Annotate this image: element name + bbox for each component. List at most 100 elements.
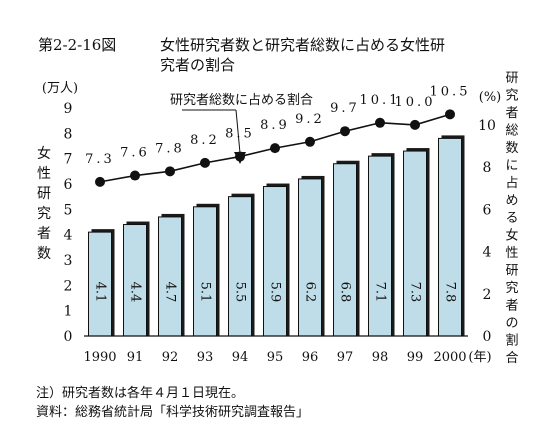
left-tick-label: 2 [64,278,73,294]
right-axis-label-char: る [505,211,518,226]
line-value-label: 7.8 [155,141,185,156]
right-axis-label-char: 割 [505,333,518,349]
x-tick-label: 92 [162,350,179,365]
x-tick-label: 95 [267,350,284,365]
right-axis-label-char: め [505,194,518,209]
bar [403,150,427,337]
x-tick-label: 2000 [433,350,466,365]
line-point [375,117,385,128]
bar [333,163,357,337]
right-axis-label-char: 総 [505,124,518,139]
x-tick-label: 91 [127,350,144,365]
right-axis-label-char: 者 [505,299,518,314]
right-tick-label: 6 [483,202,492,218]
x-tick-label: 1990 [83,350,116,365]
line-value-label: 8.5 [225,127,255,142]
line-value-label: 8.2 [190,133,220,148]
bar [158,216,182,337]
left-axis-label-char: 性 [37,166,51,182]
left-axis-label-char: 者 [37,226,51,242]
chart-title: 第2-2-16図 女性研究者数と研究者総数に占める女性研 究者の割合 [38,36,445,74]
bar [368,155,392,337]
right-axis-label-char: 女 [505,228,518,244]
bar [228,196,252,337]
right-axis-label-char: 者 [505,106,518,121]
annotation-text: 研究者総数に占める割合 [170,92,313,108]
line-point [445,109,455,120]
bar-value-label: 4.4 [128,282,143,303]
x-tick-label: 94 [232,350,249,365]
line-value-label: 10.5 [430,84,471,99]
left-tick-label: 6 [64,177,73,193]
left-tick-label: 8 [64,126,73,142]
bar-series [88,135,465,337]
x-axis-unit: (年) [468,350,491,365]
line-point [130,170,140,181]
x-tick-label: 98 [372,350,389,365]
bar-value-label: 6.2 [303,282,318,303]
line-value-label: 9.2 [295,112,325,127]
left-axis-unit: (万人) [42,81,78,96]
right-axis-label-char: 数 [505,141,518,156]
right-axis-unit: (%) [479,90,502,105]
right-axis-label-char: 性 [505,246,518,261]
left-tick-label: 9 [64,101,73,117]
right-axis-label-char: 究 [505,281,518,296]
bar [193,206,217,337]
line-value-label: 10.0 [395,95,436,110]
left-tick-label: 5 [64,202,73,218]
left-axis-label-char: 数 [37,246,51,262]
right-axis-label-char: 研 [505,264,518,279]
title-line-2: 究者の割合 [160,56,235,74]
bar-value-label: 7.8 [443,282,458,303]
bar-value-label: 4.1 [93,282,108,303]
right-axis-label-char: 占 [505,176,518,191]
line-point [95,176,105,187]
right-tick-label: 4 [483,245,492,261]
figure-number: 第2-2-16図 [38,36,116,54]
right-axis-label-char: に [505,159,518,174]
left-axis-label-char: 究 [37,206,51,222]
right-axis-label-char: 合 [505,351,518,366]
left-tick-label: 3 [64,253,73,269]
line-point [270,143,280,154]
left-tick-label: 4 [64,228,73,244]
bar [263,186,287,337]
note-text: 注）研究者数は各年４月１日現在。 [36,385,244,401]
annotation: 研究者総数に占める割合 [170,92,313,164]
annotation-arrow-shaft [235,109,241,154]
line-point [305,136,315,147]
right-axis-label-char: の [505,316,518,331]
right-tick-label: 8 [483,160,492,176]
line-value-label: 7.6 [120,146,150,161]
line-point [410,119,420,130]
left-tick-label: 1 [64,304,73,320]
right-tick-label: 10 [478,118,496,134]
bar-value-label: 5.9 [268,282,283,303]
bar-value-label: 5.5 [233,282,248,303]
bar [123,224,147,337]
bar-value-label: 6.8 [338,282,353,303]
bar-value-label: 5.1 [198,282,213,303]
title-line-1: 女性研究者数と研究者総数に占める女性研 [160,36,445,54]
source-text: 資料：総務省統計局「科学技術研究調査報告」 [36,404,309,420]
left-axis-ticks: 0 1 2 3 4 5 6 7 8 9 [64,101,73,345]
line-value-label: 10.1 [360,93,401,108]
bar-value-label: 7.1 [373,282,388,303]
line-value-label: 8.9 [260,118,290,133]
right-axis-label-char: 研 [505,71,518,86]
right-axis-label-char: 究 [505,89,518,104]
left-axis-label-char: 研 [37,186,51,202]
x-tick-label: 96 [302,350,319,365]
right-tick-label: 2 [483,287,492,303]
left-axis-label: 女性研究者数 [37,145,51,262]
annotation-arrowhead [234,152,246,164]
line-point [200,157,210,168]
left-tick-label: 7 [64,152,73,168]
line-value-label: 7.3 [85,152,115,167]
line-series [95,109,455,187]
x-tick-label: 99 [407,350,424,365]
left-tick-label: 0 [64,329,73,345]
